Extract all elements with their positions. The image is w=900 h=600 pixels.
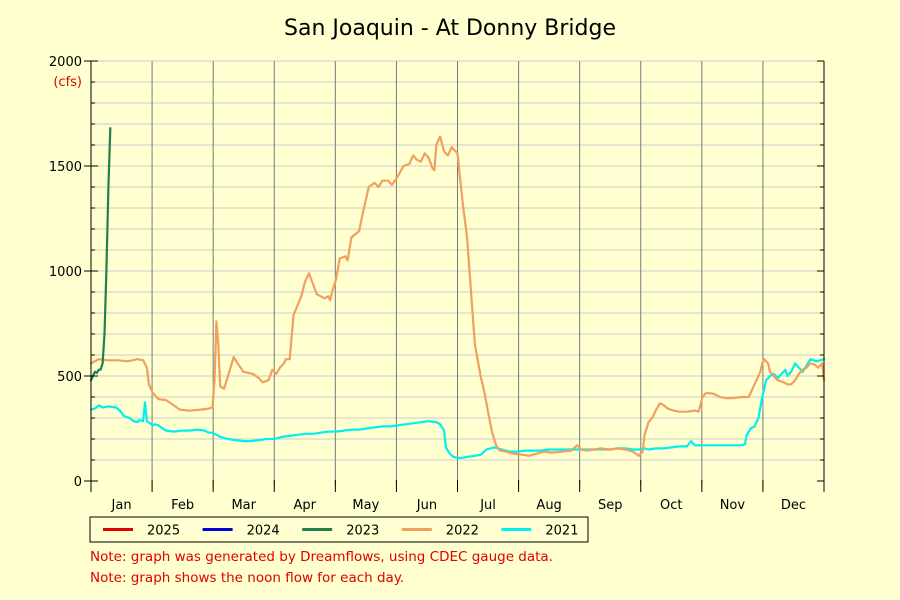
y-tick-label: 1500 (49, 160, 82, 175)
y-tick-label: 0 (74, 475, 82, 490)
legend-label-2023: 2023 (346, 524, 379, 539)
x-tick-label: Dec (781, 498, 806, 513)
grid (91, 60, 824, 486)
x-tick-label: Jul (479, 498, 496, 513)
x-tick-label: Feb (171, 498, 194, 513)
x-tick-label: Oct (660, 498, 682, 513)
x-tick-label: Jan (111, 498, 132, 513)
series-line-2022 (89, 135, 826, 457)
legend: 2025 2024 2023 2022 2021 (89, 516, 589, 543)
x-tick-label: May (352, 498, 379, 513)
x-tick-label: Nov (720, 498, 746, 513)
series-lines (89, 127, 826, 459)
chart-title: San Joaquin - At Donny Bridge (284, 16, 616, 41)
series-line-2021 (89, 358, 826, 459)
x-tick-label: Jun (416, 498, 437, 513)
x-tick-label: Mar (231, 498, 256, 513)
y-tick-label: 500 (57, 370, 82, 385)
note-noon-flow: Note: graph shows the noon flow for each… (90, 570, 405, 586)
legend-label-2024: 2024 (247, 524, 280, 539)
y-axis-unit: (cfs) (53, 75, 82, 90)
axes: 0 500 1000 1500 2000 Jan Feb Mar Apr May Jun Jul Aug… (49, 55, 825, 513)
y-tick-label: 1000 (49, 265, 82, 280)
legend-label-2025: 2025 (147, 524, 180, 539)
note-source: Note: graph was generated by Dreamflows,… (90, 549, 554, 565)
x-tick-label: Apr (294, 498, 317, 513)
x-tick-label: Sep (598, 498, 623, 513)
series-line-2023 (89, 127, 112, 382)
y-tick-label: 2000 (49, 55, 82, 70)
x-tick-label: Aug (536, 498, 561, 513)
legend-label-2022: 2022 (446, 524, 479, 539)
legend-label-2021: 2021 (545, 524, 578, 539)
